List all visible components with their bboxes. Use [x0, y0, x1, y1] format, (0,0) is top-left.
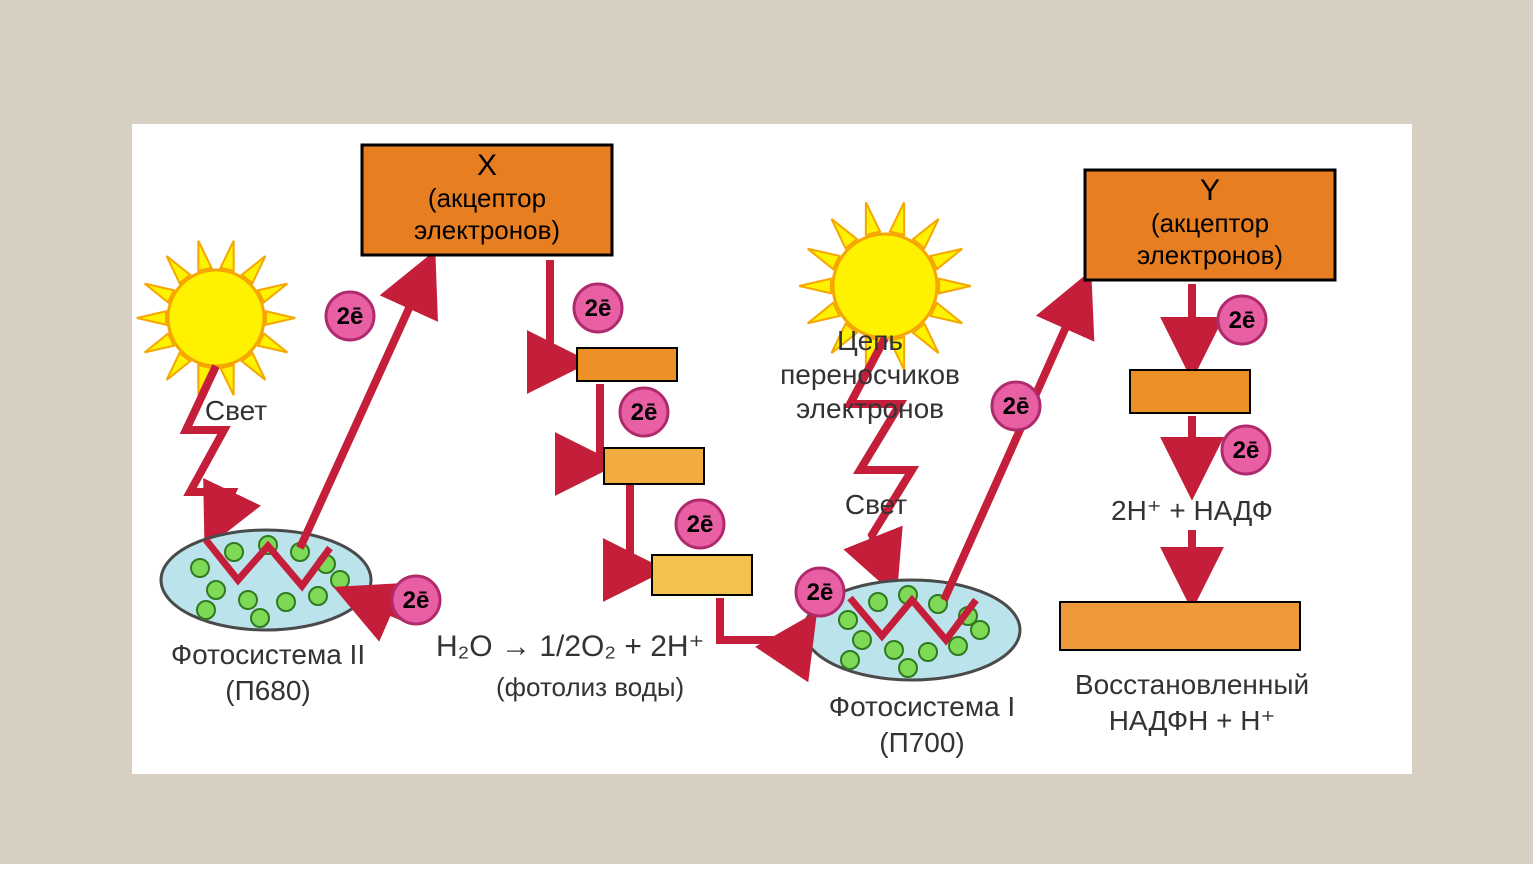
box-line: Y	[1200, 174, 1220, 207]
electron-badge: 2ē	[796, 568, 844, 616]
diagram-label: НАДФН + H⁺	[1109, 705, 1276, 736]
diagram-label: 2H⁺ + НАДФ	[1111, 495, 1273, 526]
carrier-box	[604, 448, 704, 484]
badge-label: 2ē	[1233, 437, 1260, 464]
electron-badge: 2ē	[574, 284, 622, 332]
badge-label: 2ē	[403, 587, 430, 614]
acceptor-box: X(акцепторэлектронов)	[362, 145, 612, 255]
diagram-label: (П680)	[225, 675, 311, 706]
diagram-label: Восстановленный	[1075, 669, 1309, 700]
electron-badge: 2ē	[1218, 296, 1266, 344]
equation-main: H₂O → 1/2O₂ + 2H⁺	[436, 630, 704, 663]
badge-label: 2ē	[631, 399, 658, 426]
diagram-label: Свет	[205, 395, 267, 426]
badge-label: 2ē	[585, 295, 612, 322]
diagram-label: электронов	[796, 393, 944, 424]
equation-sub: (фотолиз воды)	[496, 672, 684, 702]
box-line: (акцептор	[428, 183, 546, 213]
diagram-label: Цепь	[837, 325, 903, 356]
badge-label: 2ē	[807, 579, 834, 606]
photosystem	[161, 530, 371, 630]
carrier-box	[652, 555, 752, 595]
carrier-box	[577, 348, 677, 381]
box-line: электронов)	[414, 215, 560, 245]
badge-label: 2ē	[687, 511, 714, 538]
diagram-stage: X(акцепторэлектронов)Y(акцепторэлектроно…	[0, 0, 1533, 864]
electron-badge: 2ē	[676, 500, 724, 548]
diagram-label: (П700)	[879, 727, 965, 758]
box-line: X	[477, 149, 497, 182]
final-box	[1060, 602, 1300, 650]
electron-badge: 2ē	[992, 382, 1040, 430]
badge-label: 2ē	[337, 303, 364, 330]
carrier-box	[1130, 370, 1250, 413]
box-line: (акцептор	[1151, 208, 1269, 238]
electron-badge: 2ē	[326, 292, 374, 340]
badge-label: 2ē	[1229, 307, 1256, 334]
diagram-label: Фотосистема II	[171, 639, 365, 670]
diagram-label: переносчиков	[780, 359, 960, 390]
acceptor-box: Y(акцепторэлектронов)	[1085, 170, 1335, 280]
box-line: электронов)	[1137, 240, 1283, 270]
diagram-label: Свет	[845, 489, 907, 520]
diagram-label: Фотосистема I	[829, 691, 1015, 722]
electron-badge: 2ē	[392, 576, 440, 624]
electron-badge: 2ē	[620, 388, 668, 436]
electron-badge: 2ē	[1222, 426, 1270, 474]
badge-label: 2ē	[1003, 393, 1030, 420]
